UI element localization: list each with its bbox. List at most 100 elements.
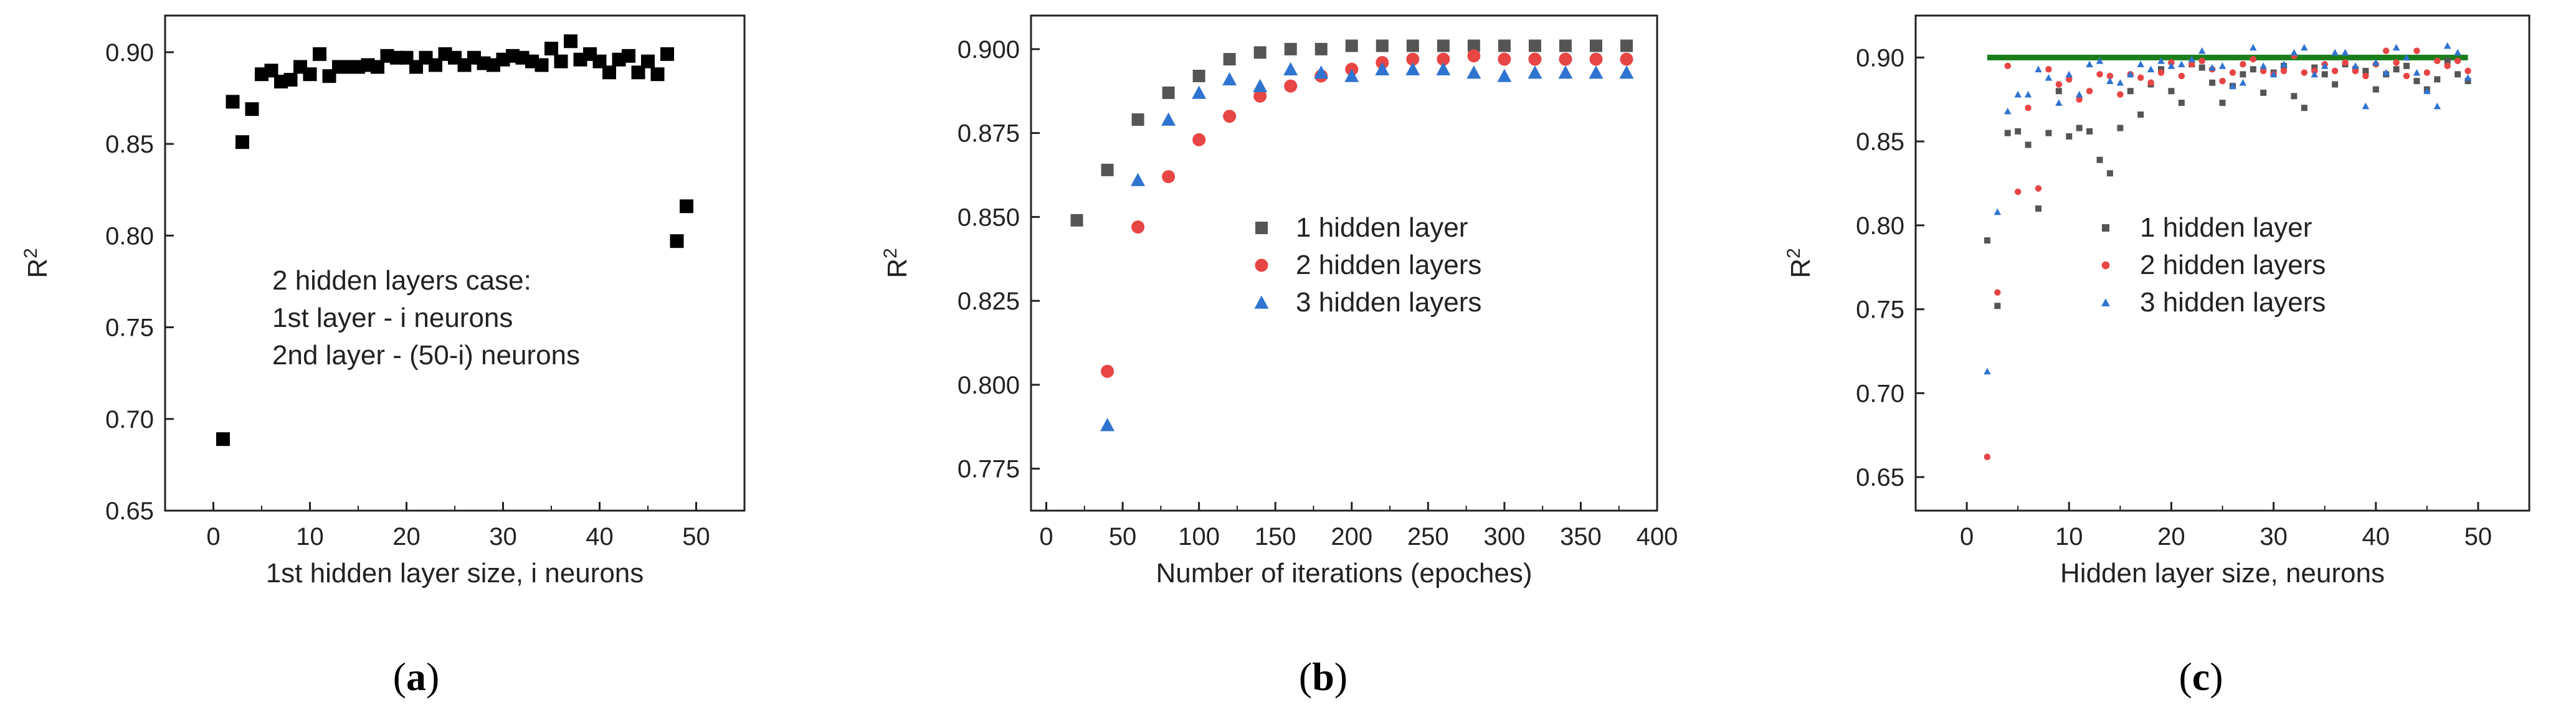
data-point-c-s2 — [2025, 104, 2032, 111]
data-point-c-s3 — [2443, 42, 2451, 49]
data-point-c-s3 — [1994, 208, 2002, 215]
data-point-b-s1 — [1131, 113, 1144, 126]
y-axis-label-sup-c: 2 — [1784, 248, 1804, 258]
data-point-c-s3 — [2167, 62, 2175, 69]
data-point-c-s1 — [2311, 64, 2318, 71]
data-point-c-s2 — [2403, 72, 2410, 80]
data-point-c-s2 — [2444, 62, 2451, 70]
data-point-c-s3 — [2116, 79, 2124, 86]
data-point-b-s3 — [1161, 112, 1176, 126]
data-point-c-s2 — [2413, 47, 2420, 54]
data-point-b-s3 — [1253, 78, 1268, 92]
data-point-c-s3 — [2065, 70, 2073, 78]
data-point-c-s1 — [2260, 89, 2267, 96]
y-tick-label-c: 0.85 — [1856, 128, 1904, 156]
plot-frame-b — [1030, 14, 1658, 512]
data-point-b-s3 — [1436, 62, 1451, 76]
data-point-c-s1 — [1994, 303, 2001, 309]
data-point-c-s1 — [2198, 64, 2205, 71]
data-point-c-s2 — [2147, 79, 2154, 87]
data-point-c-s3 — [2423, 87, 2431, 95]
data-point-a-s1 — [226, 95, 240, 109]
data-point-a-s1 — [670, 234, 684, 248]
data-point-a-s1 — [535, 58, 549, 72]
data-point-c-s2 — [2393, 59, 2400, 66]
data-point-b-s3 — [1131, 172, 1146, 186]
x-tick-label-b: 150 — [1255, 523, 1296, 550]
y-tick-label-b: 0.850 — [958, 204, 1020, 231]
data-point-b-s3 — [1558, 65, 1573, 79]
caption-a: (a) — [393, 654, 440, 699]
y-tick-label-a: 0.85 — [105, 131, 154, 158]
data-point-c-s3 — [2147, 65, 2155, 73]
data-point-b-s3 — [1222, 72, 1237, 86]
data-point-c-s1 — [2106, 170, 2113, 177]
data-point-c-s2 — [2250, 55, 2256, 63]
data-point-c-s3 — [2382, 68, 2390, 76]
x-tick-label-a: 20 — [392, 523, 421, 550]
data-point-b-s2 — [1131, 220, 1145, 234]
caption-c: (c) — [2179, 654, 2223, 699]
x-axis-label-c: Hidden layer size, neurons — [2060, 558, 2385, 588]
y-tick-label-a: 0.80 — [105, 222, 154, 250]
data-point-b-s2 — [1620, 52, 1633, 66]
data-point-c-s3 — [2137, 60, 2144, 68]
data-point-c-s3 — [2004, 107, 2012, 115]
data-point-c-s2 — [1984, 453, 1991, 461]
legend-label-c-s3: 3 hidden layers — [2140, 287, 2326, 318]
data-point-c-s2 — [2076, 96, 2083, 103]
data-point-c-s1 — [2372, 86, 2379, 93]
data-point-c-s3 — [2301, 44, 2308, 51]
chart-panel-c: 0 10 20 30 40 50 0.65 0.70 0.75 0.80 0.85 0.90 Hidde… — [1784, 14, 2531, 588]
data-point-c-s2 — [2178, 72, 2185, 80]
legend-label-b-s3: 3 hidden layers — [1296, 287, 1481, 318]
data-point-c-s3 — [2403, 54, 2410, 61]
y-axis-label-base-b: R — [882, 258, 913, 278]
data-point-b-s1 — [1620, 39, 1633, 52]
data-point-b-s3 — [1314, 65, 1329, 79]
annotation-line-a: 1st layer - i neurons — [272, 303, 513, 333]
data-point-c-s1 — [2066, 133, 2073, 140]
data-point-c-s2 — [2014, 188, 2022, 196]
data-point-b-s3 — [1192, 85, 1207, 99]
data-point-c-s2 — [2362, 72, 2369, 80]
data-point-c-s2 — [1994, 289, 2001, 296]
data-point-b-s1 — [1284, 42, 1297, 55]
data-point-c-s1 — [2178, 100, 2185, 106]
y-tick-label-b: 0.875 — [958, 120, 1020, 148]
data-point-c-s3 — [2229, 82, 2236, 90]
data-point-c-s2 — [2301, 69, 2308, 76]
x-tick-label-b: 200 — [1331, 523, 1372, 550]
x-tick-label-a: 30 — [489, 523, 517, 550]
data-point-c-s1 — [2086, 128, 2093, 135]
data-point-b-s1 — [1314, 42, 1328, 55]
data-point-c-s2 — [2423, 69, 2431, 76]
data-point-c-s3 — [2392, 44, 2400, 51]
x-tick-label-c: 20 — [2157, 523, 2185, 550]
x-axis-label-b: Number of iterations (epoches) — [1156, 558, 1532, 588]
data-point-b-s3 — [1589, 65, 1604, 79]
chart-panel-b: 0 50 100 150 200 250 300 350 400 0.775 0.800 0.825 0… — [880, 14, 1678, 588]
data-point-b-s1 — [1589, 39, 1602, 52]
x-tick-label-c: 0 — [1960, 523, 1974, 550]
data-point-b-s3 — [1497, 68, 1512, 82]
y-tick-label-b: 0.825 — [958, 288, 1020, 315]
x-tick-label-c: 10 — [2055, 523, 2083, 550]
data-point-c-s2 — [2096, 71, 2103, 78]
data-point-c-s3 — [2413, 68, 2421, 76]
x-tick-label-b: 250 — [1407, 523, 1449, 550]
data-point-c-s1 — [2301, 105, 2307, 111]
data-point-b-s3 — [1283, 62, 1298, 76]
y-tick-label-b: 0.900 — [958, 36, 1020, 64]
data-point-b-s3 — [1619, 65, 1634, 79]
data-point-a-s1 — [680, 199, 693, 214]
data-point-c-s3 — [2464, 73, 2472, 81]
data-point-b-s3 — [1528, 65, 1542, 79]
data-point-b-s2 — [1253, 89, 1267, 103]
legend-marker-b-s1 — [1255, 222, 1268, 234]
data-point-c-s2 — [2464, 67, 2471, 75]
data-point-c-s3 — [2280, 60, 2288, 68]
data-point-c-s2 — [2004, 62, 2011, 70]
data-point-a-s1 — [554, 54, 568, 68]
data-point-c-s3 — [2198, 47, 2206, 54]
